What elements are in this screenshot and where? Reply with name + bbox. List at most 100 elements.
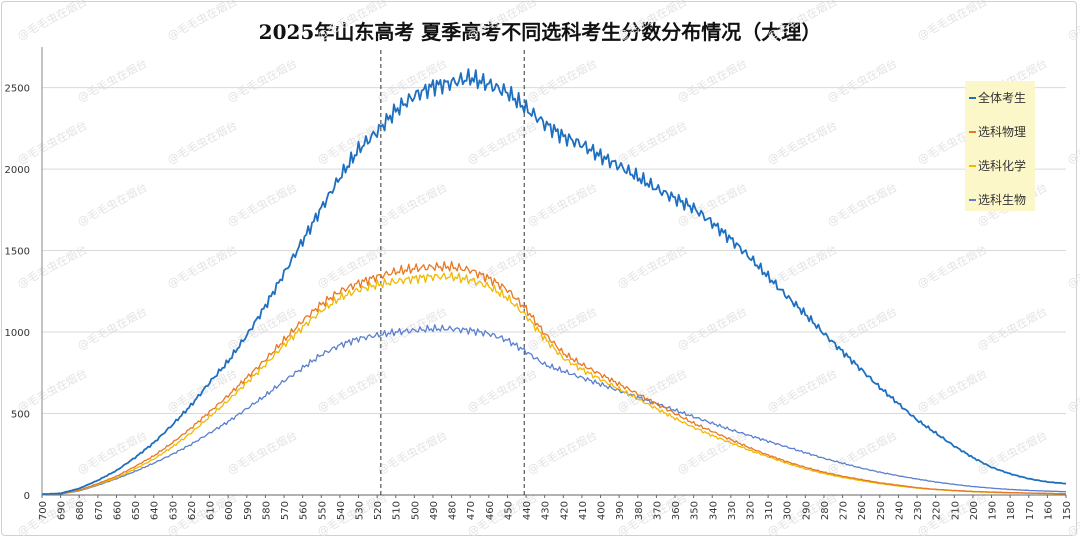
y-tick-label: 2500 (5, 84, 30, 95)
watermark-text: @毛毛虫在烟台 (525, 180, 600, 229)
watermark-text: @毛毛虫在烟台 (1065, 242, 1080, 291)
watermark-text: @毛毛虫在烟台 (375, 428, 450, 477)
watermark-text: @毛毛虫在烟台 (75, 304, 150, 353)
watermark-text: @毛毛虫在烟台 (75, 180, 150, 229)
x-tick-label: 370 (652, 501, 663, 520)
legend-item: 全体考生 (969, 89, 1026, 105)
y-tick-label: 1000 (5, 328, 30, 339)
legend-item: 选科物理 (969, 123, 1026, 139)
x-tick-label: 480 (448, 501, 459, 520)
x-tick-label: 520 (373, 501, 384, 520)
x-tick-label: 570 (280, 501, 291, 520)
x-tick-label: 230 (913, 501, 924, 520)
legend-swatch (969, 96, 976, 99)
x-tick-label: 200 (969, 501, 980, 520)
x-tick-label: 350 (690, 501, 701, 520)
x-tick-label: 310 (764, 501, 775, 520)
x-tick-label: 220 (932, 501, 943, 520)
x-tick-label: 490 (429, 501, 440, 520)
watermark-text: @毛毛虫在烟台 (615, 118, 690, 167)
watermark-text: @毛毛虫在烟台 (765, 118, 840, 167)
x-tick-label: 170 (1025, 501, 1036, 520)
x-tick-label: 190 (988, 501, 999, 520)
x-tick-label: 340 (708, 501, 719, 520)
watermark-text: @毛毛虫在烟台 (765, 366, 840, 415)
watermark-text: @毛毛虫在烟台 (1065, 0, 1080, 43)
watermark-text: @毛毛虫在烟台 (525, 428, 600, 477)
watermark-text: @毛毛虫在烟台 (225, 180, 300, 229)
x-tick-label: 630 (168, 501, 179, 520)
x-tick-label: 620 (187, 501, 198, 520)
x-tick-label: 240 (894, 501, 905, 520)
legend-label: 选科生物 (978, 193, 1027, 207)
watermark-text: @毛毛虫在烟台 (615, 242, 690, 291)
y-tick-label: 500 (11, 410, 30, 421)
watermark-text: @毛毛虫在烟台 (315, 0, 390, 43)
watermark-text: @毛毛虫在烟台 (315, 366, 390, 415)
watermark-text: @毛毛虫在烟台 (75, 56, 150, 105)
y-tick-label: 0 (24, 491, 30, 502)
x-tick-label: 470 (466, 501, 477, 520)
watermark-text: @毛毛虫在烟台 (15, 0, 90, 43)
watermark-text: @毛毛虫在烟台 (465, 118, 540, 167)
x-tick-label: 680 (75, 501, 86, 520)
watermark-text: @毛毛虫在烟台 (465, 366, 540, 415)
watermark-text: @毛毛虫在烟台 (225, 428, 300, 477)
series-line-3 (41, 271, 1067, 496)
series-line-4 (41, 324, 1067, 496)
x-tick-label: 180 (1006, 501, 1017, 520)
x-tick-label: 210 (950, 501, 961, 520)
x-tick-label: 160 (1043, 501, 1054, 520)
x-tick-label: 660 (112, 501, 123, 520)
x-tick-label: 410 (578, 501, 589, 520)
watermark-text: @毛毛虫在烟台 (825, 428, 900, 477)
x-tick-label: 400 (597, 501, 608, 520)
watermark-text: @毛毛虫在烟台 (375, 180, 450, 229)
watermark-text: @毛毛虫在烟台 (375, 56, 450, 105)
watermark-text: @毛毛虫在烟台 (675, 56, 750, 105)
x-tick-label: 650 (131, 501, 142, 520)
x-tick-label: 690 (57, 501, 68, 520)
legend-item: 选科生物 (969, 191, 1026, 207)
x-tick-label: 550 (317, 501, 328, 520)
x-tick-label: 560 (299, 501, 310, 520)
watermark-text: @毛毛虫在烟台 (765, 0, 840, 43)
x-tick-label: 510 (392, 501, 403, 520)
watermark-text: @毛毛虫在烟台 (915, 366, 990, 415)
x-tick-label: 540 (336, 501, 347, 520)
watermark-text: @毛毛虫在烟台 (165, 0, 240, 43)
x-tick-label: 670 (94, 501, 105, 520)
watermark-text: @毛毛虫在烟台 (165, 242, 240, 291)
x-tick-label: 530 (355, 501, 366, 520)
x-tick-label: 700 (38, 501, 49, 520)
legend-swatch (969, 130, 976, 133)
x-tick-label: 460 (485, 501, 496, 520)
x-tick-label: 250 (876, 501, 887, 520)
x-tick-label: 420 (559, 501, 570, 520)
watermark-text: @毛毛虫在烟台 (1065, 366, 1080, 415)
x-tick-label: 600 (224, 501, 235, 520)
x-tick-label: 150 (1062, 501, 1073, 520)
x-tick-label: 280 (820, 501, 831, 520)
watermark-text: @毛毛虫在烟台 (165, 118, 240, 167)
watermark-text: @毛毛虫在烟台 (615, 0, 690, 43)
watermark-text: @毛毛虫在烟台 (525, 56, 600, 105)
x-tick-label: 300 (783, 501, 794, 520)
watermark-text: @毛毛虫在烟台 (825, 180, 900, 229)
x-tick-label: 580 (261, 501, 272, 520)
chart-legend: 全体考生 选科物理 选科化学 选科生物 (965, 81, 1035, 211)
x-tick-label: 360 (671, 501, 682, 520)
x-tick-label: 430 (541, 501, 552, 520)
legend-swatch (969, 164, 976, 167)
x-tick-label: 440 (522, 501, 533, 520)
x-tick-label: 290 (801, 501, 812, 520)
legend-swatch (969, 198, 976, 201)
watermark-text: @毛毛虫在烟台 (15, 118, 90, 167)
watermark-text: @毛毛虫在烟台 (975, 428, 1050, 477)
watermark-text: @毛毛虫在烟台 (915, 242, 990, 291)
watermark-text: @毛毛虫在烟台 (465, 0, 540, 43)
series-line-2 (42, 260, 1067, 496)
legend-label: 选科物理 (978, 125, 1027, 139)
